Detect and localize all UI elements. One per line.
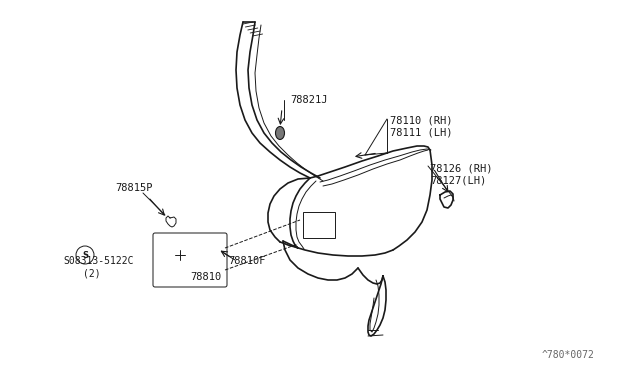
Text: ^780*0072: ^780*0072 — [542, 350, 595, 360]
Text: 78110 (RH): 78110 (RH) — [390, 115, 452, 125]
Text: 78810F: 78810F — [228, 256, 266, 266]
Text: 78127(LH): 78127(LH) — [430, 175, 486, 185]
Bar — [303, 212, 335, 238]
Text: 78111 (LH): 78111 (LH) — [390, 127, 452, 137]
Text: 78126 (RH): 78126 (RH) — [430, 163, 493, 173]
Text: 78821J: 78821J — [290, 95, 328, 105]
Text: 78810: 78810 — [190, 272, 221, 282]
Ellipse shape — [275, 126, 285, 140]
Text: S08313-5122C: S08313-5122C — [63, 256, 134, 266]
Text: 78815P: 78815P — [115, 183, 152, 193]
Text: S: S — [82, 250, 88, 260]
Text: (2): (2) — [83, 268, 100, 278]
